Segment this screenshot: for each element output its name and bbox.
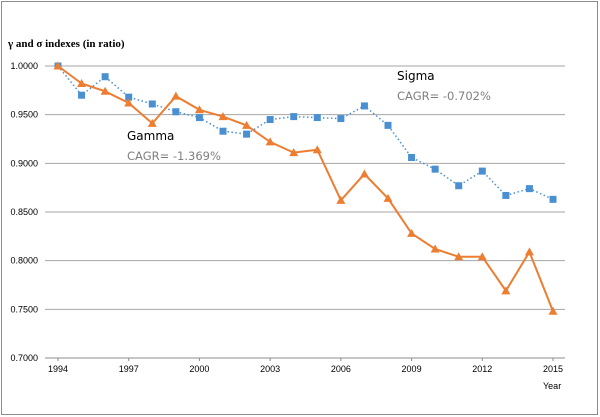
x-axis-label: Year xyxy=(543,381,561,391)
point-sigma xyxy=(502,191,510,199)
point-sigma xyxy=(337,115,345,123)
point-gamma xyxy=(383,193,393,202)
point-gamma xyxy=(524,247,534,256)
point-sigma xyxy=(78,91,86,99)
point-gamma xyxy=(124,98,134,107)
point-gamma xyxy=(265,137,275,146)
series-gamma xyxy=(53,61,558,315)
point-sigma xyxy=(455,182,463,190)
point-gamma xyxy=(359,169,369,178)
annotation-sigma-cagr: CAGR= -0.702% xyxy=(397,89,491,103)
point-sigma xyxy=(290,113,298,121)
annotation-gamma-name: Gamma xyxy=(127,129,174,143)
point-gamma xyxy=(289,148,299,157)
x-tick-label: 2009 xyxy=(402,364,422,374)
x-tick-label: 2012 xyxy=(472,364,492,374)
point-gamma xyxy=(171,91,181,100)
point-gamma xyxy=(407,228,417,237)
point-sigma xyxy=(148,100,156,108)
y-tick-label: 0.7000 xyxy=(10,353,38,363)
point-gamma xyxy=(53,61,63,70)
y-tick-label: 0.8500 xyxy=(10,207,38,217)
point-sigma xyxy=(313,114,321,122)
x-tick-label: 1997 xyxy=(119,364,139,374)
point-gamma xyxy=(501,286,511,295)
point-gamma xyxy=(454,252,464,261)
point-gamma xyxy=(100,86,110,95)
point-sigma xyxy=(243,130,251,138)
series-line-sigma xyxy=(57,65,554,200)
point-sigma xyxy=(549,195,557,203)
point-gamma xyxy=(477,252,487,261)
point-sigma xyxy=(431,165,439,173)
annotation-gamma-cagr: CAGR= -1.369% xyxy=(127,149,221,163)
y-tick-label: 0.9500 xyxy=(10,110,38,120)
point-gamma xyxy=(548,306,558,315)
point-sigma xyxy=(525,185,533,193)
point-sigma xyxy=(266,116,274,124)
x-tick-label: 1994 xyxy=(48,364,68,374)
point-sigma xyxy=(219,127,227,135)
x-tick-label: 2006 xyxy=(331,364,351,374)
series-line-gamma xyxy=(57,65,554,312)
point-gamma xyxy=(218,112,228,121)
point-gamma xyxy=(242,120,252,129)
point-sigma xyxy=(360,102,368,110)
point-gamma xyxy=(430,244,440,253)
point-gamma xyxy=(336,195,346,204)
annotation-sigma-name: Sigma xyxy=(397,69,435,83)
y-tick-label: 0.9000 xyxy=(10,158,38,168)
point-gamma xyxy=(77,79,87,88)
y-tick-label: 0.8000 xyxy=(10,256,38,266)
point-sigma xyxy=(101,73,109,81)
y-tick-labels: 1.0000 0.9500 0.9000 0.8500 0.8000 0.7500 0.70… xyxy=(10,61,38,363)
x-tick-labels: 1994 1997 2000 2003 2006 2009 2012 2015 xyxy=(48,358,563,374)
point-sigma xyxy=(195,114,203,122)
point-sigma xyxy=(125,93,133,101)
x-tick-label: 2000 xyxy=(189,364,209,374)
annotations: Sigma CAGR= -0.702% Gamma CAGR= -1.369% xyxy=(127,69,491,163)
series-layer xyxy=(53,61,558,315)
x-tick-label: 2003 xyxy=(260,364,280,374)
point-sigma xyxy=(478,167,486,175)
point-sigma xyxy=(172,108,180,116)
y-tick-label: 0.7500 xyxy=(10,304,38,314)
point-gamma xyxy=(312,145,322,154)
point-gamma xyxy=(147,118,157,127)
x-tick-label: 2015 xyxy=(543,364,563,374)
point-sigma xyxy=(384,121,392,129)
gridlines xyxy=(45,65,565,310)
point-sigma xyxy=(408,153,416,161)
point-gamma xyxy=(194,105,204,114)
y-tick-label: 1.0000 xyxy=(10,61,38,71)
chart-title: γ and σ indexes (in ratio) xyxy=(8,38,125,50)
